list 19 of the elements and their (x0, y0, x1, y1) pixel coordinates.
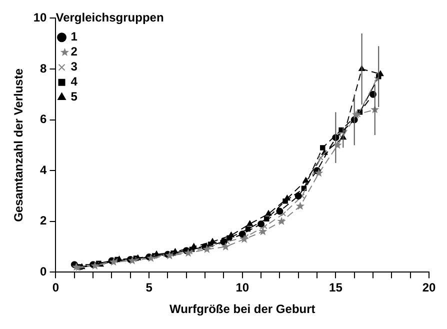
legend-label: 3 (70, 60, 144, 74)
y-tick-label: 4 (40, 162, 48, 177)
legend-title: Vergleichsgruppen (56, 10, 164, 24)
x-tick-label: 0 (52, 280, 60, 295)
x-tick-label: 15 (329, 280, 343, 295)
y-axis-title: Gesamtanzahl der Verluste (12, 68, 26, 222)
x-tick-label: 5 (146, 280, 153, 295)
legend-label: 1 (70, 30, 144, 44)
y-tick-label: 0 (40, 264, 48, 279)
x-tick-label: 10 (236, 280, 250, 295)
y-tick-label: 2 (40, 214, 48, 228)
legend-label: 4 (70, 74, 144, 89)
y-tick-label: 8 (40, 61, 48, 76)
y-tick-label: 6 (40, 112, 48, 126)
x-tick-label: 20 (422, 280, 436, 295)
legend-label: 2 (70, 44, 144, 59)
y-tick-label: 10 (33, 10, 48, 25)
legend-label: 5 (70, 90, 144, 104)
x-axis-title: Wurfgröße bei der Geburt (169, 302, 316, 316)
